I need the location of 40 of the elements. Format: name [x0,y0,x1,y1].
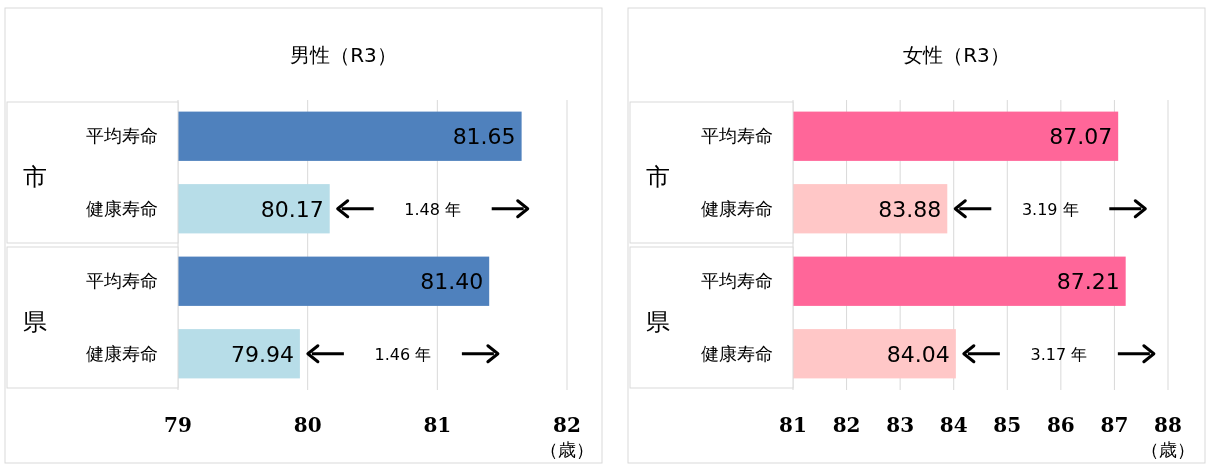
x-tick-label: 82 [832,413,861,437]
data-label: 87.21 [1056,269,1120,295]
annotation: 3.17 年 [1030,344,1088,364]
text: 市 [646,162,670,191]
annotation: 1.46 年 [374,344,432,364]
y-tick-label: 平均寿命 [86,125,158,147]
x-tick-label: 81 [423,413,452,437]
text: 県 [23,307,47,336]
x-tick-label: 85 [993,413,1022,437]
y-tick-label: 健康寿命 [701,342,773,364]
x-tick-label: 83 [886,413,915,437]
text: 県 [646,307,670,336]
text: 市 [23,162,47,191]
y-tick-label: 平均寿命 [701,125,773,147]
y-tick-label: 健康寿命 [701,197,773,219]
y-tick-label: 平均寿命 [701,270,773,292]
data-label: 84.04 [886,341,950,367]
annotation: 1.48 年 [404,199,462,219]
data-label: 87.07 [1049,124,1113,150]
data-label: 81.65 [452,124,516,150]
y-tick-label: 健康寿命 [86,342,158,364]
x-axis-title: （歳） [540,439,594,460]
chart-title: 女性（R3） [903,43,1010,67]
x-tick-label: 82 [553,413,581,437]
x-tick-label: 81 [779,413,807,437]
x-tick-label: 86 [1046,413,1075,437]
annotation: 3.19 年 [1021,199,1079,219]
chart-title: 男性（R3） [290,43,397,67]
x-tick-label: 80 [293,413,322,437]
x-axis-title: （歳） [1141,439,1195,460]
y-tick-label: 平均寿命 [86,270,158,292]
x-tick-label: 79 [164,413,192,437]
data-label: 80.17 [260,196,324,222]
x-tick-label: 84 [939,413,968,437]
y-tick-label: 健康寿命 [86,197,158,219]
data-label: 83.88 [878,196,942,222]
x-tick-label: 88 [1154,413,1182,437]
data-label: 81.40 [420,269,484,295]
x-tick-label: 87 [1100,413,1129,437]
data-label: 79.94 [230,341,294,367]
